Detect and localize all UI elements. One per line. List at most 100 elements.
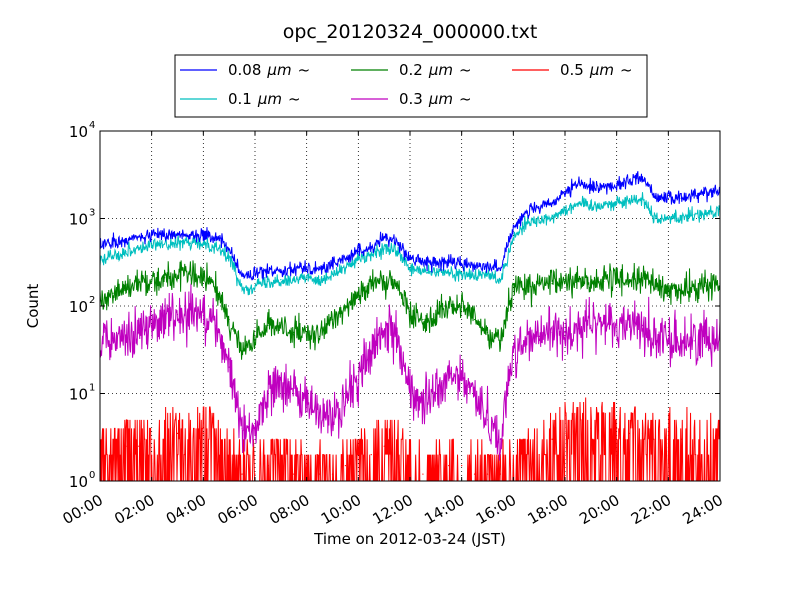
x-axis-label: Time on 2012-03-24 (JST) (313, 530, 506, 548)
data-point (577, 183, 579, 185)
data-point (486, 263, 489, 265)
data-point (499, 438, 502, 440)
data-point (370, 247, 372, 249)
data-point (228, 454, 230, 456)
y-tick-exponent: 2 (89, 295, 95, 306)
data-point (693, 340, 695, 342)
data-point (461, 263, 463, 265)
legend: 0.08 μm ~0.1 μm ~0.2 μm ~0.3 μm ~0.5 μm ~ (174, 54, 648, 118)
data-point (112, 292, 114, 294)
data-point (680, 438, 682, 440)
data-point (163, 318, 166, 321)
data-point (112, 454, 114, 456)
data-point (641, 197, 644, 199)
data-point (616, 427, 618, 429)
data-point (331, 263, 334, 265)
chart-title: opc_20120324_000000.txt (283, 21, 538, 43)
legend-entry: 0.08 μm ~ (180, 61, 310, 79)
data-point (448, 261, 450, 263)
data-point (344, 267, 347, 269)
data-point (706, 438, 708, 440)
data-point (667, 289, 669, 292)
data-point (577, 202, 579, 204)
data-point (628, 432, 631, 434)
data-point (473, 318, 476, 321)
data-point (267, 464, 269, 467)
data-point (344, 305, 347, 307)
data-point (306, 473, 308, 475)
series-layer (100, 171, 720, 481)
data-point (461, 273, 463, 275)
data-point (125, 335, 127, 337)
data-point (138, 282, 140, 284)
data-point (241, 275, 243, 277)
data-point (151, 438, 153, 440)
data-point (396, 250, 398, 253)
data-point (163, 233, 166, 235)
data-point (422, 270, 424, 272)
data-point (138, 445, 140, 447)
legend-series-unit: μm (428, 61, 453, 79)
data-point (603, 427, 605, 429)
legend-label: 0.3 μm ~ (399, 90, 472, 108)
data-point (603, 203, 605, 205)
data-point (706, 191, 708, 193)
data-point (331, 318, 334, 321)
data-point (396, 445, 398, 447)
data-point (499, 473, 502, 475)
data-point (112, 340, 114, 342)
data-point (538, 335, 540, 337)
data-point (435, 392, 437, 395)
data-point (331, 419, 334, 421)
data-point (512, 283, 514, 285)
data-point (525, 221, 527, 224)
data-point (525, 210, 527, 213)
legend-entry: 0.5 μm ~ (512, 61, 633, 79)
y-tick-exponent: 4 (89, 120, 95, 131)
data-point (473, 264, 476, 267)
data-point (267, 392, 269, 395)
data-point (254, 427, 256, 429)
data-point (538, 285, 540, 287)
legend-series-unit: μm (589, 61, 614, 79)
data-point (628, 279, 631, 281)
data-point (215, 287, 217, 289)
data-point (176, 242, 179, 244)
data-point (512, 351, 514, 353)
data-point (344, 257, 347, 259)
data-point (667, 340, 669, 342)
data-point (448, 464, 450, 467)
data-point (254, 340, 256, 342)
data-point (680, 197, 682, 199)
data-point (202, 242, 204, 244)
data-point (306, 266, 308, 268)
data-point (318, 269, 321, 271)
data-point (306, 277, 308, 279)
data-point (473, 275, 476, 277)
data-point (370, 285, 372, 287)
data-point (357, 292, 359, 294)
data-point (461, 464, 463, 467)
data-point (551, 202, 553, 204)
data-point (628, 200, 631, 202)
y-tick-base: 10 (69, 298, 88, 316)
data-point (590, 205, 592, 207)
data-point (551, 438, 553, 440)
legend-series-unit: μm (428, 90, 453, 108)
data-point (461, 377, 463, 379)
legend-series-name: 0.3 (399, 90, 423, 108)
data-point (241, 351, 243, 353)
legend-series-unit: μm (257, 90, 282, 108)
legend-entry: 0.3 μm ~ (351, 90, 472, 108)
data-point (577, 328, 579, 330)
data-point (293, 392, 295, 395)
legend-label: 0.08 μm ~ (228, 61, 310, 79)
data-point (151, 244, 153, 246)
data-point (564, 209, 566, 211)
data-point (473, 473, 476, 475)
data-point (461, 305, 463, 307)
data-point (280, 324, 282, 327)
data-point (654, 195, 657, 197)
